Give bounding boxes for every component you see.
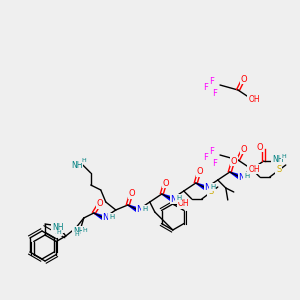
Polygon shape [196, 183, 207, 190]
Text: O: O [163, 178, 169, 188]
Polygon shape [128, 205, 139, 212]
Text: H: H [109, 214, 114, 220]
Text: F: F [213, 88, 218, 98]
Text: H: H [244, 173, 249, 179]
Text: H: H [210, 184, 215, 190]
Text: H: H [56, 230, 61, 236]
Text: O: O [241, 145, 247, 154]
Text: N: N [238, 172, 245, 182]
Text: O: O [230, 157, 237, 166]
Text: S: S [208, 188, 213, 196]
Text: F: F [204, 82, 208, 91]
Text: O: O [128, 190, 135, 199]
Text: O: O [241, 74, 247, 83]
Text: H: H [281, 154, 286, 158]
Text: OH: OH [248, 164, 260, 173]
Text: NH: NH [272, 155, 284, 164]
Text: N: N [136, 206, 143, 214]
Text: N: N [171, 194, 177, 203]
Text: H: H [142, 206, 147, 212]
Text: OH: OH [248, 94, 260, 103]
Text: OH: OH [178, 200, 190, 208]
Text: F: F [204, 152, 208, 161]
Text: F: F [210, 146, 214, 155]
Text: NH: NH [52, 224, 64, 232]
Polygon shape [230, 172, 241, 179]
Polygon shape [94, 213, 105, 220]
Text: O: O [97, 200, 103, 208]
Text: NH: NH [71, 160, 82, 169]
Text: N: N [103, 214, 109, 223]
Text: F: F [210, 76, 214, 85]
Text: O: O [256, 142, 263, 152]
Text: S: S [276, 166, 281, 175]
Text: O: O [196, 167, 203, 176]
Text: N: N [205, 184, 211, 193]
Polygon shape [162, 194, 173, 201]
Text: H: H [74, 232, 79, 238]
Text: F: F [213, 158, 218, 167]
Text: NH: NH [73, 226, 85, 236]
Text: H: H [176, 195, 182, 201]
Text: H: H [81, 158, 86, 163]
Text: H: H [82, 229, 87, 233]
